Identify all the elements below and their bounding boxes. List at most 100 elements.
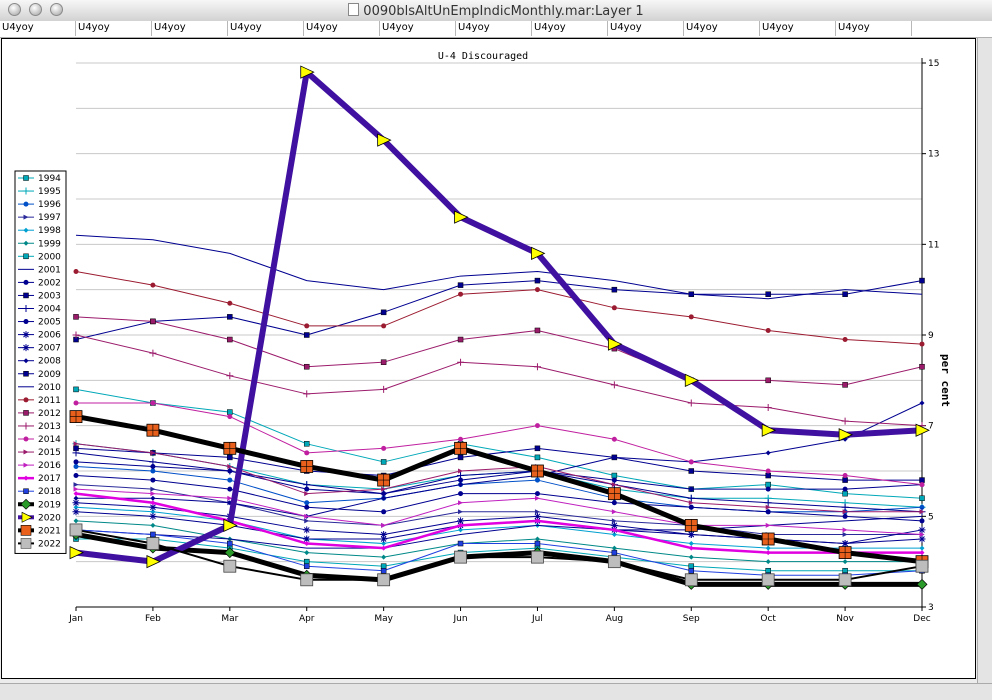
data-point [534, 491, 540, 497]
legend-label: 1999 [38, 239, 61, 249]
series-line-2020 [75, 69, 923, 565]
data-point [611, 509, 617, 515]
series-field[interactable]: U4yoy [684, 21, 760, 36]
data-point [223, 559, 237, 573]
legend-label: 2012 [38, 409, 61, 419]
data-point [457, 336, 464, 343]
data-point [149, 458, 157, 466]
legend-label: 1996 [38, 200, 61, 210]
data-point-cross [608, 487, 621, 500]
data-point [842, 490, 848, 497]
data-point-cross [839, 546, 852, 559]
series-field[interactable]: U4yoy [304, 21, 380, 36]
data-point [765, 550, 771, 556]
series-field[interactable]: U4yoy [152, 21, 228, 36]
series-line-1998 [75, 506, 922, 549]
data-point [688, 459, 694, 465]
data-point [534, 423, 540, 429]
x-tick-label: Oct [760, 614, 776, 624]
data-point [304, 504, 310, 510]
series-field[interactable]: U4yoy [836, 21, 912, 36]
data-point [227, 454, 233, 461]
series-field[interactable]: U4yoy [760, 21, 836, 36]
series-field[interactable]: U4yoy [76, 21, 152, 36]
data-point [146, 555, 161, 569]
legend-label: 2005 [38, 318, 61, 328]
legend-label: 2001 [38, 265, 61, 275]
data-point [149, 512, 157, 520]
y-tick-label: 7 [928, 422, 934, 432]
data-point [227, 495, 233, 501]
series-line-2012 [75, 316, 923, 386]
data-point [458, 500, 464, 506]
data-point [842, 559, 848, 565]
data-point [688, 554, 694, 560]
x-tick-label: Aug [606, 614, 624, 624]
data-point [458, 482, 464, 488]
data-point [457, 282, 464, 288]
series-line-1999 [75, 520, 922, 563]
data-point [381, 522, 387, 528]
title-bar: 0090blsAltUnEmpIndicMonthly.mar:Layer 1 [0, 0, 992, 22]
close-window-button[interactable] [8, 3, 21, 16]
data-point [73, 269, 79, 275]
data-point [150, 400, 156, 406]
data-point [73, 386, 79, 393]
data-point [303, 526, 311, 534]
legend-label: 2017 [38, 474, 61, 484]
data-point [377, 133, 392, 147]
data-point-cross [762, 533, 775, 545]
series-field[interactable]: U4yoy [456, 21, 532, 36]
data-point [381, 541, 387, 547]
series-line-2022 [75, 528, 923, 581]
data-point [226, 372, 234, 380]
data-point [457, 454, 464, 461]
data-point [23, 240, 29, 246]
data-point [304, 491, 310, 497]
data-point [842, 477, 848, 483]
data-point [534, 445, 541, 452]
data-point [304, 450, 310, 456]
y-tick-label: 3 [928, 603, 934, 613]
data-point [916, 578, 928, 590]
data-point [227, 336, 233, 343]
data-point [23, 475, 29, 481]
data-point [303, 481, 311, 489]
data-point [765, 481, 771, 488]
legend-label: 2019 [38, 500, 61, 510]
series-line-2001 [75, 515, 923, 549]
data-point [842, 486, 848, 492]
data-point [842, 527, 848, 533]
legend-label: 2006 [38, 331, 61, 341]
data-point [72, 449, 80, 457]
series-field[interactable]: U4yoy [380, 21, 456, 36]
zoom-window-button[interactable] [50, 3, 63, 16]
series-field[interactable]: U4yoy [0, 21, 76, 36]
data-point [150, 500, 156, 506]
data-point [919, 495, 925, 501]
data-point [611, 305, 617, 311]
data-point [534, 540, 541, 547]
series-line-2021 [75, 414, 923, 565]
data-point [72, 331, 80, 339]
data-point [687, 494, 695, 502]
series-field[interactable]: U4yoy [532, 21, 608, 36]
vertical-scrollbar[interactable] [977, 38, 992, 683]
data-point [765, 559, 771, 565]
data-point [534, 509, 540, 515]
data-point [380, 530, 388, 538]
series-field[interactable]: U4yoy [228, 21, 304, 36]
data-point [23, 319, 29, 325]
data-point [534, 454, 541, 461]
data-point [23, 201, 29, 207]
data-point [380, 535, 388, 543]
series-field[interactable]: U4yoy [608, 21, 684, 36]
data-point [761, 573, 775, 587]
data-point-cross [685, 519, 698, 532]
window-title-text: 0090blsAltUnEmpIndicMonthly.mar:Layer 1 [363, 4, 644, 19]
horizontal-scrollbar[interactable] [0, 683, 992, 700]
data-point [688, 567, 695, 574]
minimize-window-button[interactable] [29, 3, 42, 16]
data-point [919, 531, 925, 537]
data-point [919, 400, 925, 406]
